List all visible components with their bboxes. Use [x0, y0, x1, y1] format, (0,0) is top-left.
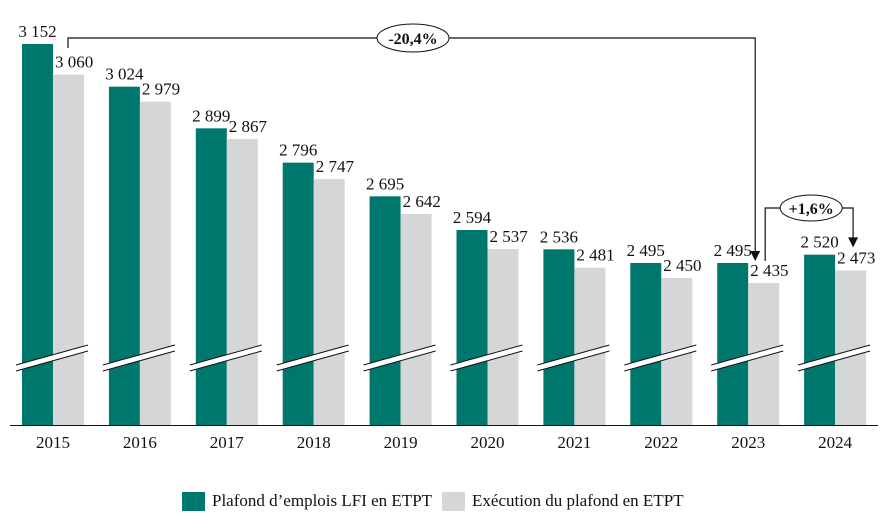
bar-plafond-2016: [108, 86, 140, 426]
axis-break-gap-2015: [16, 345, 88, 371]
data-label-plafond-2015: 3 152: [18, 22, 56, 41]
axis-break-line-bottom-2018: [276, 350, 349, 372]
annotation-arrow-2023: [750, 251, 761, 261]
axis-break-line-bottom-2021: [537, 350, 610, 372]
bar-execution-2021: [574, 267, 606, 425]
x-tick-label-2021: 2021: [557, 433, 591, 452]
data-label-execution-2021: 2 481: [576, 246, 614, 265]
annotation-ellipse-decline: [376, 23, 450, 53]
data-label-plafond-2023: 2 495: [714, 241, 752, 260]
axis-break-line-bottom-2020: [450, 350, 523, 372]
data-label-plafond-2021: 2 536: [540, 227, 578, 246]
bar-execution-2016: [139, 101, 171, 426]
data-label-execution-2017: 2 867: [229, 117, 268, 136]
axis-break-gap-2022: [624, 345, 697, 371]
x-tick-label-2016: 2016: [123, 433, 157, 452]
data-label-execution-2016: 2 979: [142, 80, 180, 99]
bar-plafond-2021: [543, 249, 575, 425]
legend-label-plafond: Plafond d’emplois LFI en ETPT: [212, 491, 433, 510]
bar-plafond-2019: [369, 196, 401, 425]
bar-execution-2017: [226, 139, 258, 425]
legend: Plafond d’emplois LFI en ETPT Exécution …: [182, 491, 694, 511]
data-label-plafond-2022: 2 495: [627, 241, 665, 260]
data-label-execution-2019: 2 642: [403, 192, 441, 211]
axis-break-gap-2016: [102, 345, 175, 371]
axis-break-gap-2018: [276, 345, 349, 371]
annotation-label-decline: -20,4%: [388, 31, 437, 48]
x-tick-label-2023: 2023: [731, 433, 765, 452]
x-tick-label-2024: 2024: [818, 433, 853, 452]
bar-plafond-2023: [717, 263, 749, 425]
bar-execution-2019: [400, 214, 432, 425]
legend-label-execution: Exécution du plafond en ETPT: [472, 491, 684, 510]
axis-break-gap-2020: [450, 345, 523, 371]
axis-break-line-bottom-2022: [624, 350, 697, 372]
bar-execution-2015: [53, 74, 84, 426]
bar-plafond-2022: [630, 263, 662, 425]
data-label-plafond-2018: 2 796: [279, 141, 317, 160]
data-label-plafond-2024: 2 520: [800, 233, 838, 252]
bar-execution-2018: [313, 179, 345, 425]
x-tick-label-2019: 2019: [384, 433, 418, 452]
axis-break-line-top-2020: [450, 344, 523, 366]
axis-break-line-top-2016: [102, 344, 176, 366]
axis-break-gap-2023: [711, 345, 784, 371]
x-tick-label-2022: 2022: [644, 433, 678, 452]
axis-break-line-top-2023: [711, 344, 784, 366]
axis-break-line-top-2018: [276, 344, 349, 366]
x-tick-label-2020: 2020: [471, 433, 505, 452]
data-label-plafond-2016: 3 024: [105, 65, 144, 84]
axis-break-gap-2024: [798, 345, 871, 371]
axis-break-line-bottom-2019: [363, 350, 436, 372]
legend-swatch-execution: [442, 491, 466, 511]
axis-break-line-top-2021: [537, 344, 610, 366]
axis-break-line-top-2015: [15, 344, 89, 366]
bar-plafond-2024: [804, 254, 836, 425]
axis-break-line-bottom-2023: [711, 350, 784, 372]
data-label-plafond-2019: 2 695: [366, 174, 404, 193]
axis-break-line-bottom-2024: [797, 350, 871, 372]
data-label-execution-2023: 2 435: [750, 261, 788, 280]
annotation-arrow-2024: [848, 237, 859, 248]
axis-break-line-top-2022: [624, 344, 697, 366]
data-label-execution-2018: 2 747: [316, 157, 355, 176]
legend-item-execution: Exécution du plafond en ETPT: [442, 491, 684, 511]
data-label-plafond-2017: 2 899: [192, 106, 230, 125]
x-tick-label-2018: 2018: [297, 433, 331, 452]
bar-plafond-2018: [282, 162, 314, 425]
axis-break-gap-2019: [363, 345, 436, 371]
data-label-plafond-2020: 2 594: [453, 208, 492, 227]
data-label-execution-2015: 3 060: [55, 53, 93, 72]
data-label-execution-2022: 2 450: [663, 256, 701, 275]
axis-break-line-top-2019: [363, 344, 436, 366]
legend-swatch-plafond: [182, 491, 205, 511]
x-tick-label-2017: 2017: [210, 433, 245, 452]
annotation-ellipse-increase: [779, 194, 843, 222]
x-tick-label-2015: 2015: [36, 433, 70, 452]
axis-break-gap-2021: [537, 345, 610, 371]
data-label-execution-2024: 2 473: [837, 248, 875, 267]
data-label-execution-2020: 2 537: [490, 227, 529, 246]
axis-break-line-top-2024: [797, 344, 871, 366]
bar-plafond-2017: [195, 128, 227, 426]
bar-plafond-2020: [456, 230, 488, 425]
annotation-label-increase: +1,6%: [789, 201, 834, 218]
axis-break-gap-2017: [189, 345, 262, 371]
legend-item-plafond: Plafond d’emplois LFI en ETPT: [182, 491, 432, 511]
axis-break-line-bottom-2017: [189, 350, 262, 372]
bar-execution-2020: [487, 249, 519, 425]
axis-break-line-bottom-2015: [15, 350, 89, 372]
axis-break-line-bottom-2016: [102, 350, 176, 372]
axis-break-line-top-2017: [189, 344, 262, 366]
